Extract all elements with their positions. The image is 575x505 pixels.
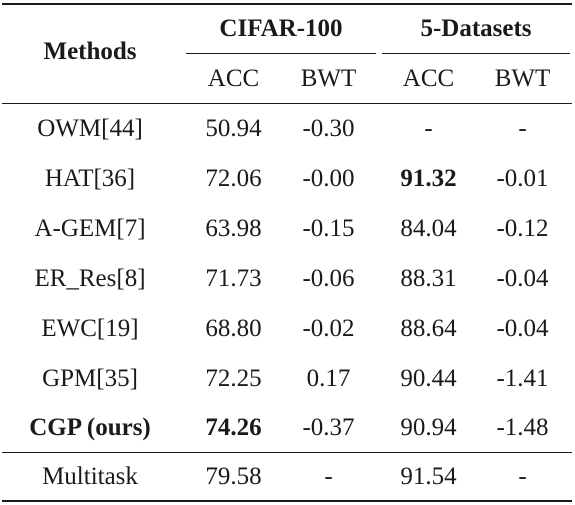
method-cell: EWC[19] (41, 315, 139, 342)
value-cell-fived-acc: 88.64 (400, 315, 457, 342)
value-cell-fived-acc: 90.44 (400, 365, 457, 392)
value-cell-cifar-bwt: -0.15 (302, 215, 355, 242)
value-cell-fived-bwt: -0.04 (496, 315, 549, 342)
value-cell-cifar-acc: 72.06 (205, 165, 262, 192)
value-cell-fived-acc: 90.94 (400, 414, 457, 441)
method-cell: ER_Res[8] (34, 265, 146, 292)
method-cell: OWM[44] (37, 115, 143, 142)
method-cell: CGP (ours) (29, 414, 151, 441)
method-cell: HAT[36] (44, 165, 136, 192)
value-cell-cifar-acc: 68.80 (205, 315, 262, 342)
value-cell-cifar-acc: 71.73 (205, 265, 262, 292)
group-rule-cifar (186, 53, 376, 54)
value-cell-cifar-acc: 63.98 (205, 215, 262, 242)
subcol-header-cifar-acc: ACC (207, 65, 260, 92)
value-cell-fived-bwt: -1.41 (496, 365, 549, 392)
value-cell-cifar-bwt: - (324, 463, 333, 490)
value-cell-cifar-bwt: -0.00 (302, 165, 355, 192)
value-cell-fived-acc: 91.32 (400, 165, 457, 192)
value-cell-fived-acc: - (424, 115, 433, 142)
value-cell-cifar-bwt: 0.17 (306, 365, 351, 392)
value-cell-fived-acc: 91.54 (400, 463, 457, 490)
value-cell-fived-acc: 84.04 (400, 215, 457, 242)
subcol-header-5d-acc: ACC (402, 65, 455, 92)
value-cell-cifar-bwt: -0.30 (302, 115, 355, 142)
value-cell-cifar-acc: 79.58 (205, 463, 262, 490)
value-cell-cifar-acc: 72.25 (205, 365, 262, 392)
value-cell-fived-bwt: -0.04 (496, 265, 549, 292)
methods-header: Methods (43, 38, 137, 65)
subcol-header-5d-bwt: BWT (494, 65, 551, 92)
method-cell: Multitask (42, 463, 138, 490)
method-cell: A-GEM[7] (34, 215, 146, 242)
group-header-cifar: CIFAR-100 (219, 15, 343, 42)
method-cell: GPM[35] (42, 365, 138, 392)
header-rule (2, 103, 572, 104)
value-cell-cifar-acc: 50.94 (205, 115, 262, 142)
value-cell-fived-acc: 88.31 (400, 265, 457, 292)
value-cell-fived-bwt: -1.48 (496, 414, 549, 441)
value-cell-fived-bwt: -0.01 (496, 165, 549, 192)
value-cell-cifar-bwt: -0.06 (302, 265, 355, 292)
value-cell-cifar-bwt: -0.02 (302, 315, 355, 342)
value-cell-fived-bwt: - (518, 463, 527, 490)
top-rule (2, 3, 572, 5)
bottom-rule (2, 500, 572, 502)
value-cell-fived-bwt: - (518, 115, 527, 142)
group-header-5datasets: 5-Datasets (420, 15, 532, 42)
value-cell-cifar-acc: 74.26 (205, 414, 262, 441)
value-cell-cifar-bwt: -0.37 (302, 414, 355, 441)
value-cell-fived-bwt: -0.12 (496, 215, 549, 242)
multitask-rule (2, 452, 572, 453)
group-rule-5datasets (382, 53, 570, 54)
subcol-header-cifar-bwt: BWT (300, 65, 357, 92)
